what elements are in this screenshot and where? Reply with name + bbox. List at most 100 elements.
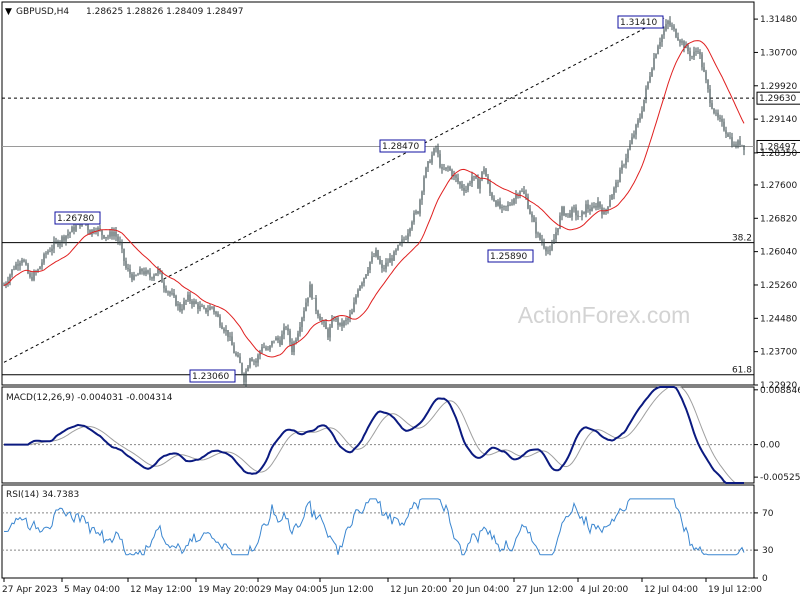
candle-body [293, 342, 295, 353]
candle-body [733, 144, 735, 146]
candle-body [397, 245, 399, 250]
candle-body [199, 305, 201, 309]
candle-body [99, 227, 101, 231]
candle-body [447, 167, 449, 168]
candle-body [693, 51, 695, 57]
price-tick-label: 1.28350 [760, 149, 797, 159]
price-axis: 1.31480 1.30700 1.29920 1.29140 1.28350 1.276… [754, 15, 797, 391]
candle-body [599, 201, 601, 208]
candle-body [721, 118, 723, 122]
candle-body [411, 222, 413, 229]
candle-body [363, 278, 365, 283]
candle-body [327, 329, 329, 338]
candle-body [443, 168, 445, 170]
candle-body [345, 320, 347, 322]
candle-body [259, 351, 261, 356]
candle-body [147, 270, 149, 273]
candle-body [213, 307, 215, 312]
candle-body [93, 229, 95, 233]
candle-body [317, 311, 319, 317]
price-levels: 1.29630 1.28497 38.2 61.8 [2, 91, 800, 376]
candle-body [537, 233, 539, 235]
candle-body [249, 358, 251, 367]
candle-body [527, 196, 529, 209]
candle-body [469, 183, 471, 185]
candle-body [663, 30, 665, 36]
candle-body [247, 366, 249, 372]
candle-body [215, 311, 217, 314]
candle-body [221, 325, 223, 329]
candle-body [209, 306, 211, 311]
candle-body [67, 233, 69, 236]
candle-body [21, 260, 23, 263]
candle-body [73, 226, 75, 231]
candle-body [727, 133, 729, 137]
candle-body [395, 249, 397, 252]
candle-body [275, 337, 277, 341]
candle-body [453, 174, 455, 177]
candle-body [97, 227, 99, 232]
candle-body [243, 373, 245, 383]
candle-body [567, 213, 569, 214]
candle-body [3, 285, 5, 287]
candle-body [337, 318, 339, 326]
candle-body [595, 205, 597, 208]
candle-body [25, 261, 27, 265]
candle-body [665, 24, 667, 31]
candle-body [425, 167, 427, 178]
candle-body [231, 336, 233, 346]
macd-line [4, 386, 744, 484]
candle-body [139, 269, 141, 275]
candle-body [141, 269, 143, 272]
candle-body [233, 345, 235, 354]
candle-body [719, 117, 721, 119]
swing-price-box [379, 139, 426, 153]
candle-body [445, 167, 447, 170]
candle-body [617, 182, 619, 183]
candle-body [389, 258, 391, 263]
candle-body [197, 303, 199, 309]
candle-body [457, 177, 459, 183]
candle-body [71, 226, 73, 233]
candle-body [191, 301, 193, 305]
candle-body [699, 51, 701, 55]
candle-body [161, 272, 163, 283]
candle-body [51, 248, 53, 252]
candle-body [631, 137, 633, 144]
candle-body [423, 177, 425, 192]
candle-body [591, 207, 593, 212]
price-tick-label: 1.23700 [760, 348, 797, 358]
candle-body [9, 275, 11, 282]
header-arrow: ▼ [5, 7, 12, 17]
candle-body [671, 25, 673, 27]
candle-body [217, 313, 219, 317]
candle-body [597, 201, 599, 208]
time-axis: 27 Apr 2023 5 May 04:00 12 May 12:00 19 May… [2, 578, 762, 595]
candle-body [523, 190, 525, 194]
candle-body [607, 206, 609, 210]
candle-body [183, 301, 185, 309]
candle-body [261, 347, 263, 352]
candle-body [735, 144, 737, 147]
candle-body [7, 281, 9, 284]
candle-body [451, 170, 453, 177]
macd-tick-label: 0.008846 [760, 386, 800, 396]
candle-body [163, 282, 165, 289]
candle-body [609, 199, 611, 207]
candle-body [455, 174, 457, 178]
candle-body [223, 328, 225, 332]
candle-body [315, 297, 317, 312]
candle-body [533, 217, 535, 222]
fib-level-label: 61.8 [732, 366, 752, 376]
price-panel-frame [1, 1, 755, 386]
macd-tick-label: 0.00 [760, 441, 780, 451]
candle-body [227, 330, 229, 338]
candle-body [105, 237, 107, 239]
price-tick-label: 1.31480 [760, 15, 797, 25]
candle-body [413, 213, 415, 223]
candle-body [361, 282, 363, 286]
candle-body [15, 264, 17, 270]
candle-body [501, 206, 503, 208]
macd-panel-frame [1, 386, 755, 484]
